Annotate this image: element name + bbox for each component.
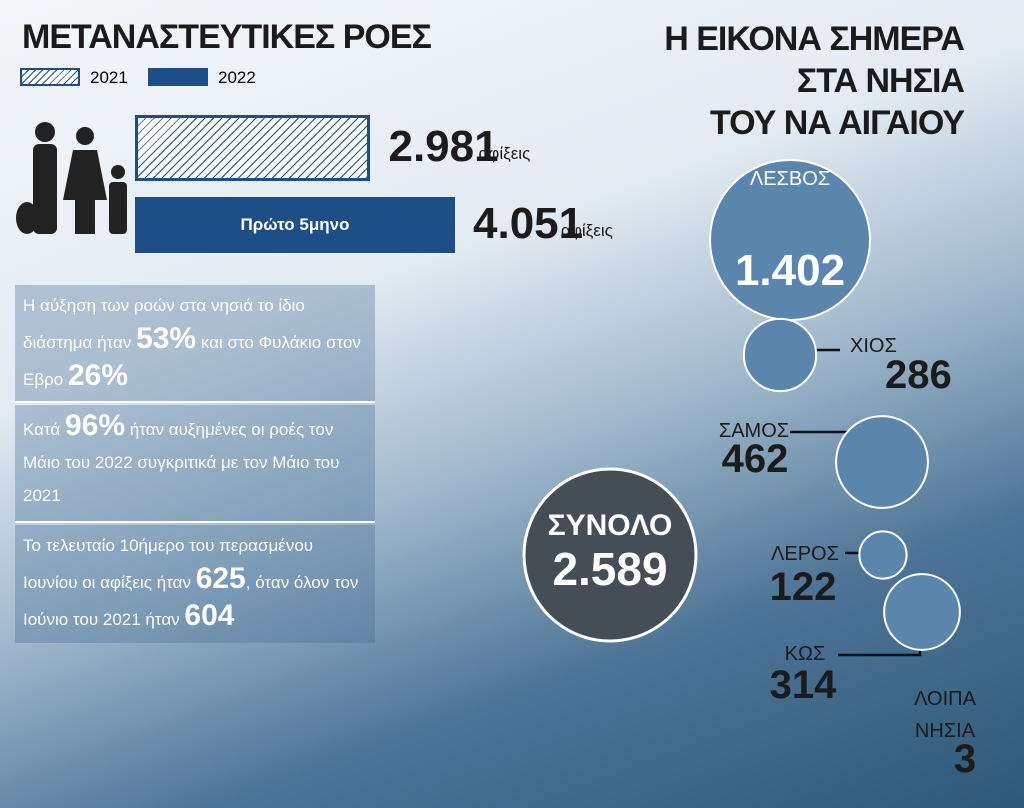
- legend-label: 2021: [90, 68, 128, 87]
- island-value: 314: [770, 663, 837, 707]
- fact-number: 96%: [65, 409, 126, 442]
- island-bubble: [858, 530, 908, 580]
- island-name: ΣΑΜΟΣ: [719, 420, 789, 442]
- total-bubble: [522, 467, 698, 643]
- island-name: ΛΕΡΟΣ: [771, 543, 839, 565]
- fact: Το τελευταίο 10ήμερο του περασμένου Ιουν…: [15, 525, 375, 643]
- fact-text: , όταν όλον τον Ιούνιο του 2021 ήταν: [23, 573, 359, 629]
- fact-text: Κατά: [23, 420, 65, 439]
- fact: Η αύξηση των ροών στα νησιά το ίδιο διάσ…: [15, 285, 375, 403]
- island-name: ΛΟΙΠΑ: [914, 688, 976, 710]
- legend-swatch: [148, 68, 208, 86]
- fact-number: 26%: [67, 359, 129, 392]
- fact-number: 53%: [136, 322, 197, 355]
- islands-title: Η ΕΙΚΟΝΑ ΣΗΜΕΡΑ ΣΤΑ ΝΗΣΙΑ ΤΟΥ ΝΑ ΑΙΓΑΙΟΥ: [664, 18, 965, 144]
- island-name: ΝΗΣΙΑ: [915, 720, 976, 742]
- island-value: 1.402: [735, 246, 845, 295]
- fact: Κατά 96% ήταν αυξημένες οι ροές τον Μάιο…: [15, 405, 375, 523]
- bar: Πρώτο 5μηνο: [135, 197, 455, 253]
- bar-value: 4.051: [473, 199, 584, 248]
- fact-text: Το τελευταίο 10ήμερο του περασμένου Ιουν…: [23, 536, 314, 592]
- island-value: 462: [722, 437, 789, 481]
- island-bubble: [835, 415, 929, 509]
- title-line: ΣΤΑ ΝΗΣΙΑ: [796, 62, 965, 100]
- legend-swatch: [20, 68, 80, 86]
- island-bubble: [742, 317, 818, 393]
- bar-unit: αφίξεις: [561, 221, 613, 240]
- total-value: 2.589: [552, 543, 667, 595]
- fact-text: και στο Φυλάκιο στον Εβρο: [23, 333, 361, 389]
- island-name: ΚΩΣ: [785, 643, 826, 665]
- fact-number: 625: [195, 562, 246, 595]
- bar-value: 2.981: [388, 122, 499, 171]
- island-value: 122: [770, 565, 837, 609]
- fact-number: 604: [184, 599, 235, 632]
- bar-unit: αφίξεις: [478, 144, 531, 163]
- title-line: Η ΕΙΚΟΝΑ ΣΗΜΕΡΑ: [664, 20, 965, 58]
- island-name: ΛΕΣΒΟΣ: [750, 168, 830, 190]
- fact-text: Η αύξηση των ροών στα νησιά το ίδιο διάσ…: [23, 296, 305, 352]
- title: ΜΕΤΑΝΑΣΤΕΥΤΙΚΕΣ ΡΟΕΣ: [22, 18, 432, 56]
- bar: [135, 115, 371, 181]
- island-value: 3: [954, 737, 976, 781]
- island-bubble: [883, 573, 961, 651]
- island-value: 286: [885, 353, 952, 397]
- fact-text: ήταν αυξημένες οι ροές τον Μάιο του 2022…: [23, 420, 340, 505]
- title-line: ΤΟΥ ΝΑ ΑΙΓΑΙΟΥ: [710, 104, 965, 142]
- legend-label: 2022: [218, 68, 256, 87]
- family-icon: [16, 122, 127, 234]
- island-name: ΧΙΟΣ: [850, 335, 897, 357]
- total-label: ΣΥΝΟΛΟ: [548, 509, 673, 542]
